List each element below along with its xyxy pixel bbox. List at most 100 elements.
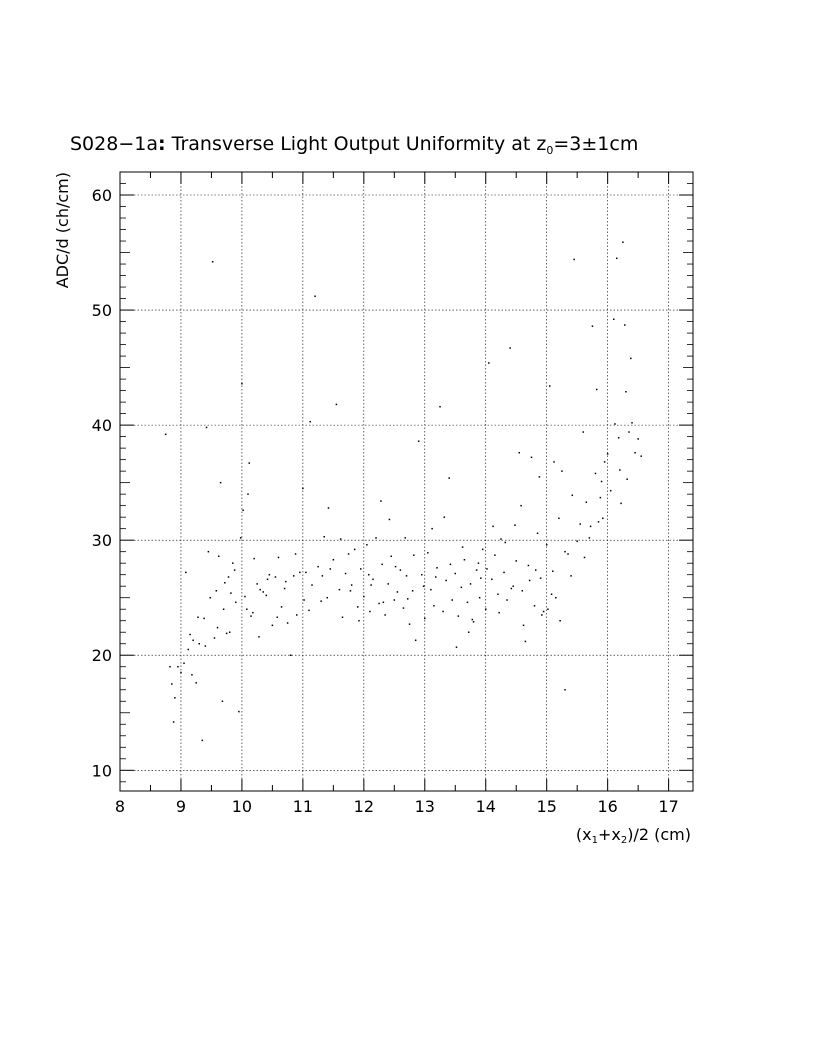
data-point — [528, 579, 531, 582]
data-point — [258, 636, 260, 638]
data-point — [424, 617, 426, 620]
data-point — [265, 594, 268, 597]
data-point — [339, 538, 342, 540]
grid — [119, 172, 693, 791]
data-point — [599, 496, 602, 499]
data-point — [500, 538, 502, 540]
data-point — [259, 588, 261, 591]
data-point — [370, 584, 372, 586]
data-point — [204, 645, 207, 647]
data-point — [253, 557, 255, 560]
data-point — [549, 385, 551, 387]
data-point — [266, 578, 269, 581]
data-point — [588, 537, 591, 539]
data-point — [620, 502, 622, 505]
data-point — [454, 572, 457, 575]
y-tick-label: 10 — [92, 761, 112, 780]
data-point — [241, 382, 243, 385]
data-point — [504, 541, 506, 544]
data-point — [585, 501, 588, 503]
data-point — [469, 583, 472, 585]
data-point — [594, 472, 597, 475]
data-point — [510, 587, 513, 590]
title-rest: Transverse Light Output Uniformity at z — [166, 133, 547, 155]
data-point — [358, 619, 360, 622]
data-point — [628, 431, 630, 433]
data-point — [388, 518, 391, 521]
data-point — [213, 637, 216, 639]
data-point — [164, 433, 167, 436]
data-point — [369, 610, 371, 613]
data-point — [268, 573, 271, 576]
data-point — [187, 648, 190, 651]
data-point — [171, 683, 173, 685]
data-point — [201, 739, 204, 742]
data-point — [527, 564, 530, 567]
data-point — [185, 571, 187, 574]
data-point — [600, 480, 603, 483]
data-point — [491, 578, 493, 581]
data-point — [305, 571, 307, 574]
data-point — [553, 461, 555, 463]
y-tick-label: 30 — [92, 531, 112, 550]
data-point — [413, 554, 415, 556]
data-point — [445, 579, 447, 582]
data-point — [436, 567, 438, 569]
data-point — [320, 600, 322, 602]
data-point — [303, 599, 305, 601]
data-point — [449, 563, 452, 566]
data-point — [235, 601, 237, 604]
data-point — [552, 570, 554, 572]
data-point — [311, 584, 313, 586]
data-point — [430, 588, 432, 591]
x-tick-label: 9 — [176, 797, 186, 816]
data-point — [380, 500, 382, 502]
data-point — [276, 616, 279, 619]
data-point — [640, 455, 642, 457]
data-point — [455, 646, 458, 648]
data-point — [567, 553, 569, 555]
data-point — [277, 556, 280, 559]
data-point — [570, 575, 572, 577]
data-point — [539, 577, 542, 579]
x-tick-label: 15 — [537, 797, 557, 816]
data-point — [550, 593, 553, 595]
data-point — [174, 697, 176, 699]
data-point — [382, 601, 385, 604]
data-point — [218, 555, 220, 558]
x-axis-label: (x1+x2)/2 (cm) — [576, 825, 691, 846]
data-point — [433, 605, 435, 607]
data-point — [497, 593, 499, 595]
y-tick-label: 40 — [92, 416, 112, 435]
data-point — [488, 362, 490, 364]
data-point — [404, 537, 407, 539]
data-point — [439, 405, 441, 408]
data-point — [614, 423, 616, 425]
data-point — [545, 544, 548, 546]
data-point — [466, 601, 469, 604]
data-point — [617, 437, 620, 439]
data-point — [246, 608, 248, 610]
y-tick-label: 60 — [92, 186, 112, 205]
data-point — [631, 422, 633, 424]
data-point — [486, 568, 488, 570]
data-point — [564, 550, 566, 553]
data-point — [283, 587, 286, 590]
data-point — [533, 605, 536, 607]
data-point — [509, 347, 511, 349]
data-point — [205, 426, 208, 429]
data-point — [589, 525, 592, 528]
data-point — [338, 588, 341, 591]
data-point — [579, 523, 581, 525]
data-point — [481, 548, 484, 551]
data-point — [411, 590, 414, 592]
data-point — [583, 556, 586, 559]
data-point — [230, 592, 232, 594]
data-point — [327, 507, 330, 509]
data-point — [274, 576, 277, 578]
x-tick-label: 10 — [232, 797, 252, 816]
data-point — [367, 573, 370, 576]
data-point — [634, 451, 636, 454]
data-point — [518, 451, 521, 454]
data-point — [478, 596, 481, 599]
